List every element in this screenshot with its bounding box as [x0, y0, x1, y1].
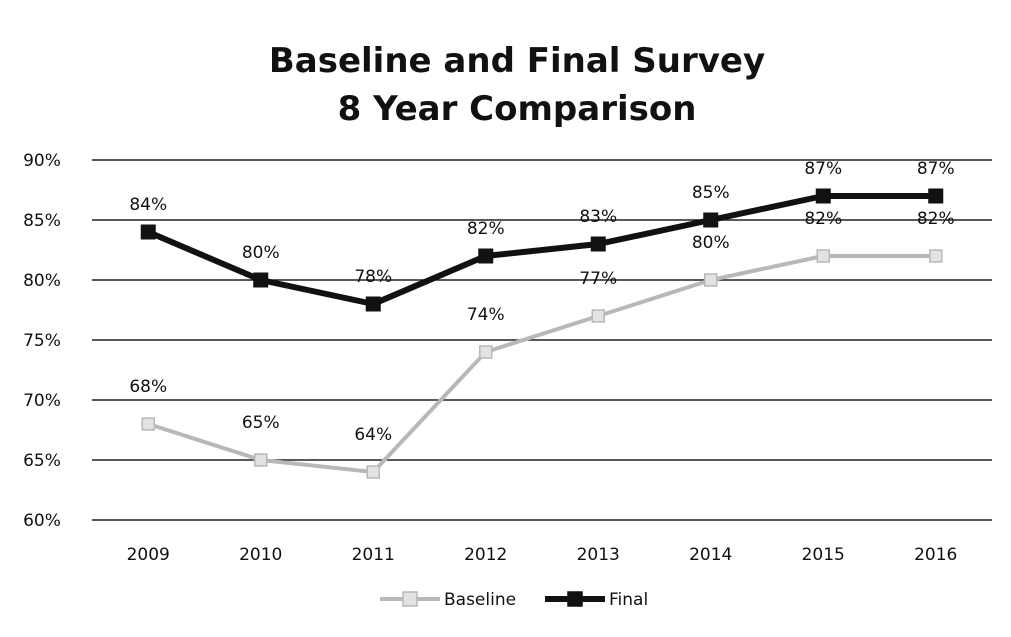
y-tick-label: 65%: [23, 451, 61, 471]
baseline-data-label: 82%: [917, 209, 955, 229]
final-data-label: 78%: [354, 267, 392, 287]
x-tick-label: 2012: [464, 545, 507, 565]
baseline-point: [591, 309, 605, 323]
final-point: [140, 224, 156, 240]
baseline-data-label: 80%: [692, 233, 730, 253]
final-data-label: 84%: [129, 195, 167, 215]
final-point: [478, 248, 494, 264]
final-legend-swatch-marker: [567, 591, 583, 607]
legend: Baseline Final: [380, 590, 648, 610]
final-point: [365, 296, 381, 312]
chart-title-line-2: 8 Year Comparison: [338, 89, 697, 129]
baseline-data-label: 64%: [354, 425, 392, 445]
series-lines: [140, 188, 944, 479]
final-point: [590, 236, 606, 252]
final-data-label: 85%: [692, 183, 730, 203]
x-tick-label: 2013: [577, 545, 620, 565]
final-series-line: [147, 193, 936, 307]
chart-title: Baseline and Final Survey 8 Year Compari…: [269, 41, 765, 129]
final-data-label: 82%: [467, 219, 505, 239]
x-tick-label: 2011: [352, 545, 395, 565]
baseline-point: [479, 345, 493, 359]
x-tick-label: 2010: [239, 545, 282, 565]
y-tick-label: 60%: [23, 511, 61, 531]
y-axis: 60% 65% 70% 75% 80% 85% 90%: [23, 151, 61, 531]
x-tick-label: 2016: [914, 545, 957, 565]
x-tick-label: 2015: [802, 545, 845, 565]
baseline-data-label: 74%: [467, 305, 505, 325]
baseline-point: [929, 249, 943, 263]
baseline-legend-label: Baseline: [444, 590, 516, 610]
final-data-label: 80%: [242, 243, 280, 263]
final-data-label: 87%: [917, 159, 955, 179]
y-tick-label: 75%: [23, 331, 61, 351]
baseline-legend-swatch-marker: [402, 591, 418, 607]
y-tick-label: 85%: [23, 211, 61, 231]
final-legend-label: Final: [609, 590, 648, 610]
baseline-data-label: 82%: [804, 209, 842, 229]
final-point: [703, 212, 719, 228]
baseline-point: [366, 465, 380, 479]
baseline-series-line: [147, 254, 936, 474]
y-tick-label: 80%: [23, 271, 61, 291]
final-point: [815, 188, 831, 204]
y-tick-label: 70%: [23, 391, 61, 411]
final-data-label: 87%: [804, 159, 842, 179]
baseline-point: [816, 249, 830, 263]
baseline-point: [254, 453, 268, 467]
final-point: [928, 188, 944, 204]
baseline-data-label: 77%: [579, 269, 617, 289]
baseline-data-label: 65%: [242, 413, 280, 433]
baseline-point: [704, 273, 718, 287]
x-tick-label: 2009: [127, 545, 170, 565]
final-data-label: 83%: [579, 207, 617, 227]
data-labels: 68% 65% 64% 74% 77% 80% 82% 82% 84% 80% 78% 82% 83% 8…: [129, 159, 954, 445]
final-point: [253, 272, 269, 288]
chart-title-line-1: Baseline and Final Survey: [269, 41, 765, 81]
y-tick-label: 90%: [23, 151, 61, 171]
x-tick-label: 2014: [689, 545, 732, 565]
grid-lines: [92, 159, 992, 521]
baseline-point: [141, 417, 155, 431]
baseline-data-label: 68%: [129, 377, 167, 397]
x-axis: 2009 2010 2011 2012 2013 2014 2015 2016: [127, 545, 958, 565]
